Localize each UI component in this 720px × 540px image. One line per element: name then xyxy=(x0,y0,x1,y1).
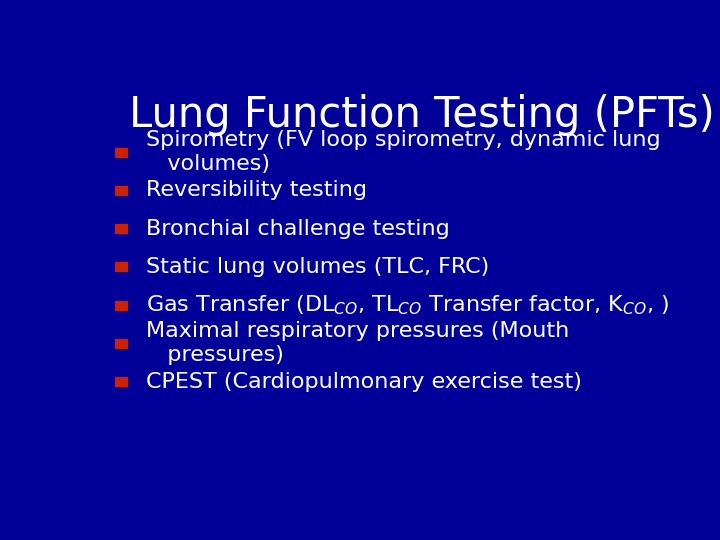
FancyBboxPatch shape xyxy=(114,262,127,272)
Text: Bronchial challenge testing: Bronchial challenge testing xyxy=(145,219,449,239)
Text: Reversibility testing: Reversibility testing xyxy=(145,180,366,200)
FancyBboxPatch shape xyxy=(114,301,127,310)
Text: CPEST (Cardiopulmonary exercise test): CPEST (Cardiopulmonary exercise test) xyxy=(145,372,582,392)
Text: Maximal respiratory pressures (Mouth
   pressures): Maximal respiratory pressures (Mouth pre… xyxy=(145,321,569,366)
Text: Static lung volumes (TLC, FRC): Static lung volumes (TLC, FRC) xyxy=(145,257,489,277)
FancyBboxPatch shape xyxy=(114,147,127,157)
FancyBboxPatch shape xyxy=(114,339,127,348)
FancyBboxPatch shape xyxy=(114,224,127,233)
FancyBboxPatch shape xyxy=(114,186,127,195)
Text: Gas Transfer (DL$_{CO}$, TL$_{CO}$ Transfer factor, K$_{CO}$, ): Gas Transfer (DL$_{CO}$, TL$_{CO}$ Trans… xyxy=(145,293,669,317)
Text: Lung Function Testing (PFTs): Lung Function Testing (PFTs) xyxy=(129,94,715,136)
Text: Spirometry (FV loop spirometry, dynamic lung
   volumes): Spirometry (FV loop spirometry, dynamic … xyxy=(145,130,660,174)
FancyBboxPatch shape xyxy=(114,377,127,386)
